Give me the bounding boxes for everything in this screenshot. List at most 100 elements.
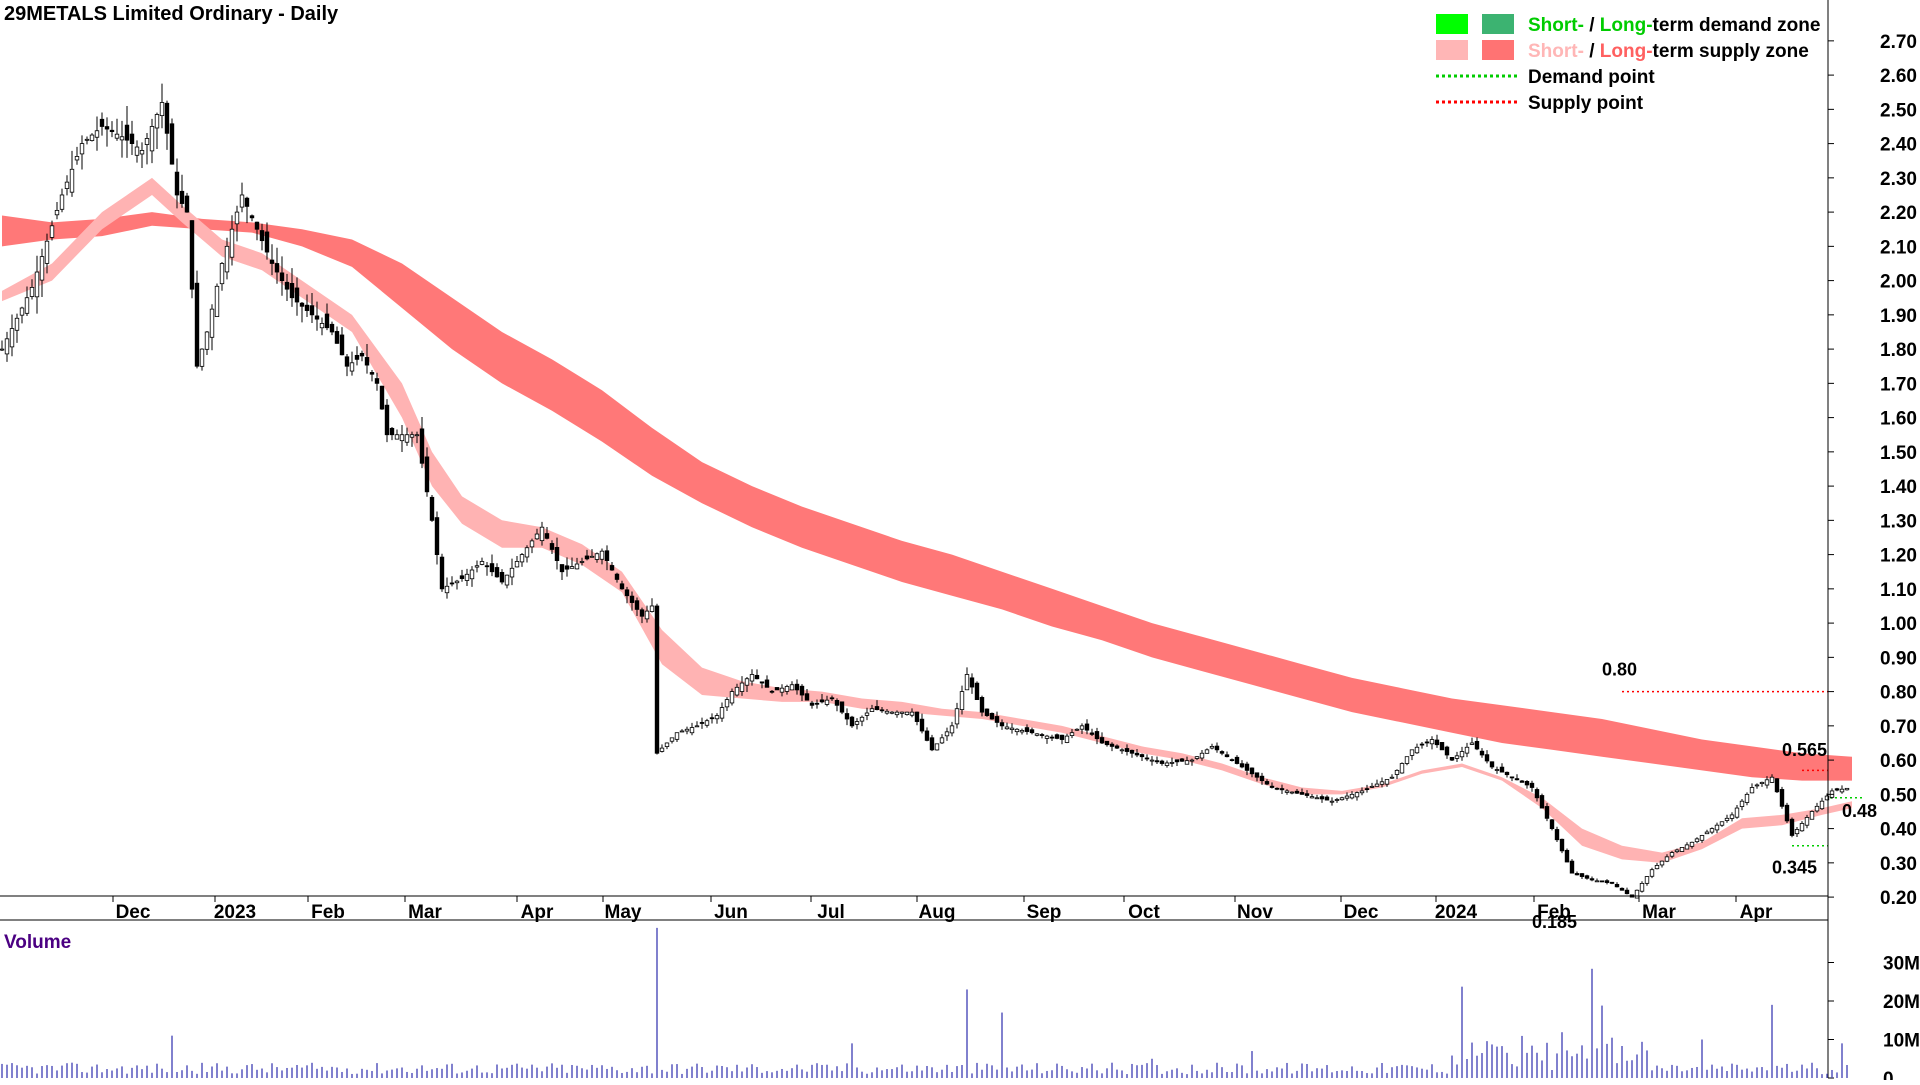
candle-body	[739, 682, 745, 692]
candle-body	[1284, 790, 1290, 793]
candle-body	[79, 143, 85, 155]
candle-body	[474, 565, 480, 568]
candle-body	[704, 720, 710, 726]
candle-body	[1234, 756, 1240, 764]
candle-body	[969, 677, 975, 688]
price-label: 0.185	[1532, 912, 1577, 932]
time-label: Dec	[1344, 902, 1379, 923]
candle-body	[149, 126, 155, 152]
candle-body	[264, 231, 270, 253]
candle-body	[154, 114, 160, 129]
candle-body	[1344, 795, 1350, 799]
candle-body	[604, 550, 610, 561]
candle-body	[364, 357, 370, 366]
candle-body	[629, 595, 635, 603]
candle-body	[1614, 883, 1620, 888]
candle-body	[289, 283, 295, 299]
candle-body	[1169, 761, 1175, 764]
candle-body	[84, 138, 90, 141]
candle-body	[274, 263, 280, 273]
candle-body	[1504, 771, 1510, 776]
candle-body	[179, 190, 185, 204]
candle-body	[199, 348, 205, 367]
candle-body	[1324, 796, 1330, 801]
candle-body	[454, 580, 460, 584]
candle-body	[1164, 762, 1170, 766]
candle-body	[929, 737, 935, 751]
candle-body	[834, 700, 840, 706]
price-tick-label: 0.80	[1880, 683, 1917, 704]
candle-body	[1129, 749, 1135, 754]
candle-body	[729, 691, 735, 704]
candle-body	[269, 259, 275, 264]
legend-entry: Short- / Long-term demand zone	[1436, 14, 1820, 36]
time-label: Sep	[1027, 902, 1062, 923]
candle-body	[294, 287, 300, 303]
candle-body	[1684, 844, 1690, 850]
candle-body	[874, 706, 880, 710]
candle-body	[229, 228, 235, 258]
candle-body	[499, 571, 505, 583]
reference-lines	[1622, 690, 1862, 847]
candle-body	[479, 561, 485, 565]
time-label: May	[605, 902, 642, 923]
candle-body	[1779, 789, 1785, 807]
candle-body	[504, 574, 510, 586]
candle-body	[574, 563, 580, 570]
candle-body	[1154, 760, 1160, 763]
candle-body	[119, 136, 125, 141]
candle-body	[769, 690, 775, 693]
candle-body	[1479, 750, 1485, 756]
candle-body	[114, 133, 120, 139]
candle-body	[609, 565, 615, 571]
candle-body	[484, 565, 490, 568]
candle-body	[1374, 783, 1380, 787]
candle-body	[1464, 746, 1470, 754]
long-term-supply-band	[2, 212, 1852, 781]
candle-body	[1624, 889, 1630, 895]
candle-body	[699, 722, 705, 724]
candle-body	[389, 427, 395, 436]
legend-long-swatch	[1482, 40, 1514, 60]
candle-body	[744, 678, 750, 686]
price-tick-label: 2.00	[1880, 272, 1917, 293]
candle-body	[1089, 732, 1095, 735]
legend-long-swatch	[1482, 14, 1514, 34]
price-tick-label: 1.50	[1880, 443, 1917, 464]
time-label: Jun	[714, 902, 748, 923]
candle-body	[934, 743, 940, 751]
candle-body	[1844, 787, 1850, 791]
candle-body	[1184, 760, 1190, 765]
candle-body	[1484, 754, 1490, 762]
candle-body	[1619, 887, 1625, 891]
candle-body	[894, 711, 900, 716]
candle-body	[1514, 778, 1520, 781]
candle-body	[569, 566, 575, 569]
candle-body	[829, 697, 835, 700]
candle-body	[919, 718, 925, 732]
candle-body	[299, 302, 305, 307]
candle-body	[1434, 739, 1440, 746]
candle-body	[1774, 778, 1780, 793]
candle-body	[1334, 799, 1340, 801]
legend-label: Short- / Long-term demand zone	[1528, 15, 1820, 36]
candle-body	[1729, 814, 1735, 819]
candle-body	[304, 304, 310, 311]
candle-body	[824, 699, 830, 705]
volume-tick-label: 0	[1883, 1069, 1894, 1080]
candle-body	[1034, 733, 1040, 736]
candle-body	[219, 263, 225, 285]
candle-body	[599, 550, 605, 560]
candle-body	[1354, 792, 1360, 798]
candle-body	[1719, 821, 1725, 826]
price-tick-label: 0.50	[1880, 785, 1917, 806]
candle-body	[1149, 759, 1155, 762]
candle-body	[1604, 880, 1610, 883]
candle-body	[724, 699, 730, 708]
candle-body	[1314, 797, 1320, 800]
candle-body	[369, 372, 375, 375]
candle-body	[1499, 766, 1505, 773]
short-term-supply-band	[2, 177, 1852, 863]
candle-body	[989, 712, 995, 720]
